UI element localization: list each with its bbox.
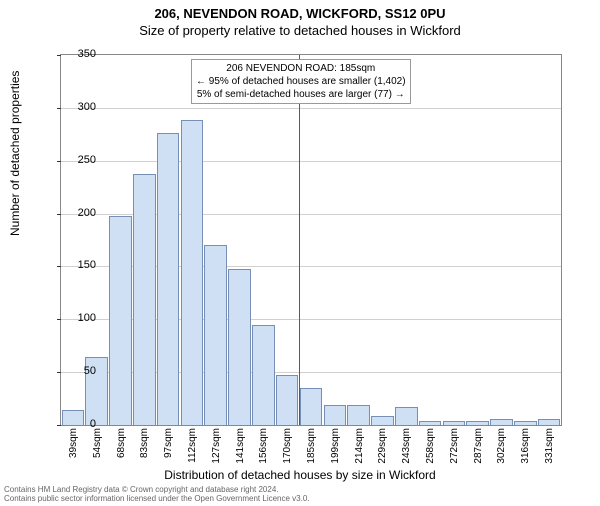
histogram-bar — [443, 421, 466, 425]
x-tick-label: 112sqm — [187, 428, 198, 463]
histogram-bar — [324, 405, 347, 425]
x-tick-label: 272sqm — [449, 428, 460, 464]
x-tick-label: 141sqm — [235, 428, 246, 464]
x-tick-label: 156sqm — [258, 428, 269, 464]
x-tick-label: 214sqm — [354, 428, 365, 464]
histogram-bar — [300, 388, 323, 425]
annotation-line1: 206 NEVENDON ROAD: 185sqm — [196, 62, 406, 75]
x-tick-label: 331sqm — [544, 428, 555, 464]
histogram-bar — [204, 245, 227, 425]
annotation-line2: ← 95% of detached houses are smaller (1,… — [196, 75, 406, 88]
histogram-bar — [514, 421, 537, 425]
x-tick-label: 83sqm — [139, 428, 150, 458]
grid-line — [61, 108, 561, 109]
chart-title: 206, NEVENDON ROAD, WICKFORD, SS12 0PU — [0, 6, 600, 21]
x-tick-label: 68sqm — [116, 428, 127, 458]
y-tick-label: 300 — [60, 101, 96, 113]
grid-line — [61, 161, 561, 162]
y-tick-label: 200 — [60, 207, 96, 219]
x-tick-label: 316sqm — [520, 428, 531, 464]
y-tick-label: 150 — [60, 259, 96, 271]
histogram-bar — [109, 216, 132, 425]
x-tick-label: 199sqm — [330, 428, 341, 464]
x-tick-label: 185sqm — [306, 428, 317, 464]
chart-subtitle: Size of property relative to detached ho… — [0, 23, 600, 38]
histogram-bar — [252, 325, 275, 425]
annotation-box: 206 NEVENDON ROAD: 185sqm← 95% of detach… — [191, 59, 411, 104]
histogram-bar — [395, 407, 418, 425]
marker-line — [299, 55, 300, 425]
y-axis-label: Number of detached properties — [8, 71, 22, 236]
histogram-bar — [490, 419, 513, 425]
y-tick-label: 100 — [60, 312, 96, 324]
histogram-bar — [228, 269, 251, 425]
x-axis-label: Distribution of detached houses by size … — [0, 468, 600, 482]
histogram-bar — [538, 419, 561, 425]
x-tick-label: 302sqm — [496, 428, 507, 464]
histogram-bar — [276, 375, 299, 425]
histogram-bar — [157, 133, 180, 425]
footer-line2: Contains public sector information licen… — [4, 494, 310, 504]
y-tick-label: 250 — [60, 154, 96, 166]
x-tick-label: 170sqm — [282, 428, 293, 464]
histogram-bar — [133, 174, 156, 425]
x-tick-label: 97sqm — [163, 428, 174, 458]
x-tick-label: 258sqm — [425, 428, 436, 464]
x-tick-label: 243sqm — [401, 428, 412, 464]
x-tick-label: 54sqm — [92, 428, 103, 458]
histogram-bar — [181, 120, 204, 426]
annotation-line3: 5% of semi-detached houses are larger (7… — [196, 88, 406, 101]
histogram-bar — [347, 405, 370, 425]
x-tick-label: 39sqm — [68, 428, 79, 458]
y-tick-label: 50 — [60, 365, 96, 377]
x-tick-label: 287sqm — [473, 428, 484, 464]
histogram-bar — [419, 421, 442, 425]
y-tick-label: 350 — [60, 48, 96, 60]
histogram-bar — [466, 421, 489, 425]
x-tick-label: 229sqm — [377, 428, 388, 464]
footer-attribution: Contains HM Land Registry data © Crown c… — [4, 485, 310, 504]
x-tick-label: 127sqm — [211, 428, 222, 464]
histogram-bar — [371, 416, 394, 426]
footer-line1: Contains HM Land Registry data © Crown c… — [4, 485, 310, 495]
chart-plot-area: 206 NEVENDON ROAD: 185sqm← 95% of detach… — [60, 54, 562, 426]
